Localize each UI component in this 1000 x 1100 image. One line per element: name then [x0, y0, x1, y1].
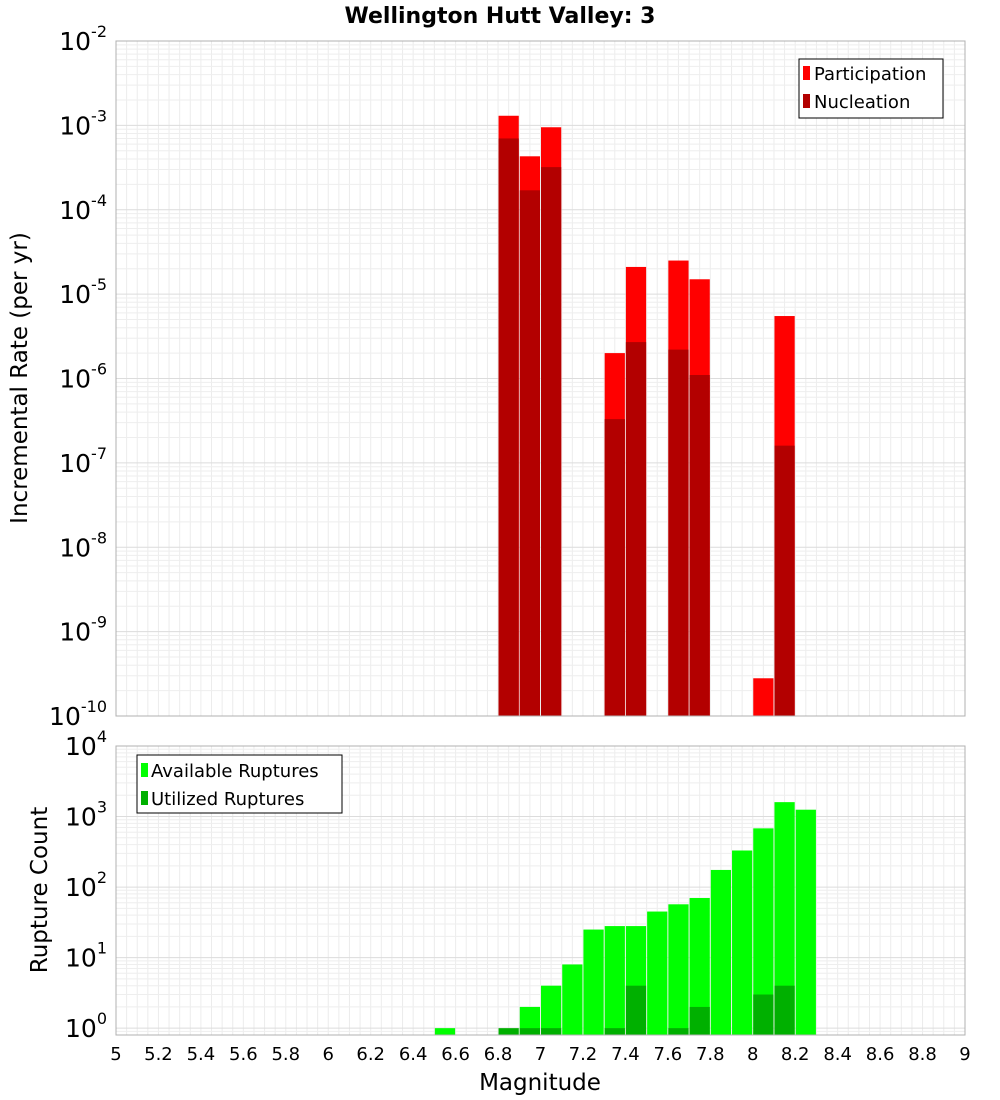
count-plot-panel: 104 103 102 101 100 5 5.2 5.4 5.6 5.8 6 6.2 6.4 6.6 6…: [27, 727, 971, 1096]
legend-label-nucleation: Nucleation: [814, 92, 910, 113]
rate-bar-nucleation: [541, 167, 562, 716]
count-y-tick-label: 100: [65, 1009, 107, 1043]
rate-y-tick-label: 10-9: [59, 613, 107, 647]
rate-y-tick-label: 10-5: [59, 275, 107, 309]
x-tick-labels: 5 5.2 5.4 5.6 5.8 6 6.2 6.4 6.6 6.8 7 7.2 7.4 7.6 7.8 8…: [110, 1044, 970, 1065]
rate-plot-border: [115, 40, 966, 717]
count-legend-box: [136, 754, 343, 814]
rate-y-tick-label: 10-7: [59, 444, 107, 478]
x-tick-label: 7.8: [696, 1044, 725, 1065]
x-tick-label: 6.4: [399, 1044, 428, 1065]
count-y-tick-label: 103: [65, 798, 107, 832]
x-tick-label: 6: [323, 1044, 334, 1065]
count-bar-available-ruptures: [583, 929, 604, 1035]
x-tick-label: 8.6: [866, 1044, 895, 1065]
rate-y-tick-label: 10-2: [59, 22, 107, 56]
rate-bar-nucleation: [604, 419, 625, 716]
count-bar-available-ruptures: [774, 802, 795, 1035]
rate-y-tick-label: 10-3: [59, 106, 107, 140]
rate-y-tick-label: 10-10: [49, 697, 107, 731]
x-tick-label: 5.8: [271, 1044, 300, 1065]
rate-bar-nucleation: [689, 375, 710, 716]
count-bar-utilized-ruptures: [519, 1028, 540, 1035]
x-tick-label: 5.4: [187, 1044, 216, 1065]
x-tick-label: 6.2: [356, 1044, 385, 1065]
rate-plot-panel: 10-2 10-3 10-4 10-5 10-6 10-7 10-8 10-9 10-10 In…: [7, 22, 966, 731]
legend-swatch-utilized: [141, 791, 148, 805]
x-tick-label: 6.6: [441, 1044, 470, 1065]
count-y-axis-label: Rupture Count: [27, 807, 53, 973]
x-tick-label: 8.4: [823, 1044, 852, 1065]
count-y-tick-labels: 104 103 102 101 100: [65, 727, 107, 1043]
count-bar-utilized-ruptures: [625, 985, 647, 1035]
count-bars: [434, 802, 816, 1035]
count-bar-utilized-ruptures: [753, 994, 774, 1035]
count-bar-utilized-ruptures: [498, 1028, 519, 1035]
rate-bar-nucleation: [519, 190, 540, 716]
rate-legend: Participation Nucleation: [798, 58, 944, 119]
x-tick-label: 6.8: [484, 1044, 513, 1065]
count-legend: Available Ruptures Utilized Ruptures: [136, 754, 343, 814]
count-bar-available-ruptures: [710, 869, 732, 1035]
x-tick-label: 5.6: [229, 1044, 258, 1065]
count-y-tick-label: 101: [65, 939, 107, 973]
rate-y-axis-label: Incremental Rate (per yr): [7, 232, 33, 524]
count-plot-border: [115, 745, 966, 1036]
x-tick-label: 7.2: [569, 1044, 598, 1065]
rate-bar-nucleation: [668, 349, 689, 716]
chart-title: Wellington Hutt Valley: 3: [345, 4, 656, 29]
x-tick-label: 7: [535, 1044, 546, 1065]
x-axis-label: Magnitude: [479, 1070, 601, 1096]
x-tick-label: 5: [110, 1044, 121, 1065]
count-bar-available-ruptures: [541, 985, 562, 1035]
count-bar-available-ruptures: [795, 809, 816, 1035]
rate-y-tick-label: 10-8: [59, 528, 107, 562]
rate-legend-box: [798, 58, 944, 119]
legend-label-participation: Participation: [814, 64, 926, 85]
x-tick-label: 5.2: [144, 1044, 173, 1065]
x-tick-label: 7.6: [654, 1044, 683, 1065]
count-y-tick-label: 104: [65, 727, 107, 761]
rate-y-tick-label: 10-4: [59, 191, 107, 225]
rate-grid: [116, 41, 965, 716]
count-bar-utilized-ruptures: [604, 1028, 625, 1035]
count-bar-available-ruptures: [519, 1006, 540, 1035]
rate-bar-nucleation: [625, 342, 647, 716]
legend-swatch-participation: [803, 66, 810, 80]
count-bar-available-ruptures: [753, 828, 774, 1035]
count-bar-utilized-ruptures: [774, 985, 795, 1035]
legend-swatch-available: [141, 763, 148, 777]
legend-label-available: Available Ruptures: [151, 761, 319, 782]
count-y-tick-label: 102: [65, 868, 107, 902]
rate-y-tick-labels: 10-2 10-3 10-4 10-5 10-6 10-7 10-8 10-9 10-10: [49, 22, 107, 731]
x-tick-label: 8.8: [908, 1044, 937, 1065]
count-bar-available-ruptures: [604, 926, 625, 1035]
x-tick-label: 7.4: [611, 1044, 640, 1065]
count-bar-utilized-ruptures: [668, 1028, 689, 1035]
count-bar-utilized-ruptures: [541, 1028, 562, 1035]
count-bar-available-ruptures: [562, 964, 583, 1035]
count-bar-available-ruptures: [434, 1028, 456, 1035]
count-bar-available-ruptures: [668, 904, 689, 1035]
rate-bar-participation: [753, 678, 774, 716]
rate-bar-nucleation: [774, 445, 795, 716]
rate-bar-nucleation: [498, 138, 519, 717]
rate-y-tick-label: 10-6: [59, 360, 107, 394]
x-tick-label: 9: [959, 1044, 970, 1065]
x-tick-label: 8: [747, 1044, 758, 1065]
count-bar-available-ruptures: [647, 911, 668, 1035]
x-tick-label: 8.2: [781, 1044, 810, 1065]
rate-bars: [498, 115, 795, 717]
count-bar-available-ruptures: [689, 898, 710, 1035]
legend-label-utilized: Utilized Ruptures: [151, 789, 304, 810]
count-bar-utilized-ruptures: [689, 1006, 710, 1035]
count-bar-available-ruptures: [732, 850, 753, 1035]
legend-swatch-nucleation: [803, 94, 810, 108]
